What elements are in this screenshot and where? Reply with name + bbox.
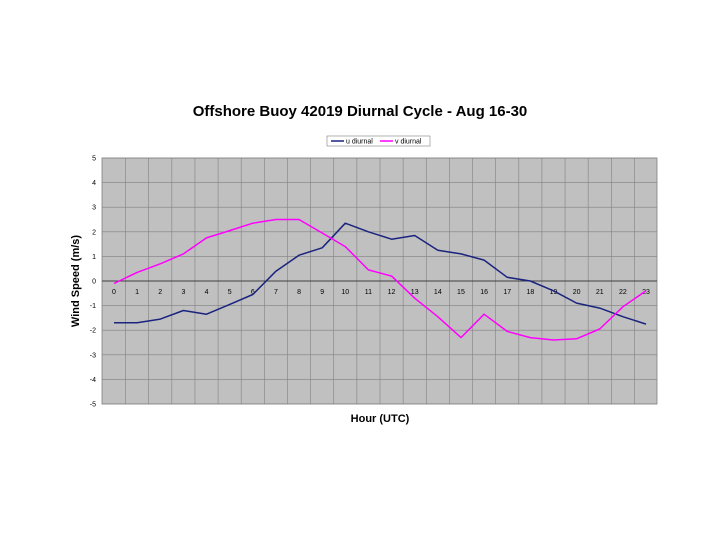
y-tick-label: -2 bbox=[90, 328, 96, 335]
y-tick-label: 1 bbox=[92, 254, 96, 261]
x-tick-label: 8 bbox=[297, 289, 301, 296]
x-tick-label: 23 bbox=[642, 289, 650, 296]
x-tick-label: 19 bbox=[550, 289, 558, 296]
y-tick-label: 4 bbox=[92, 180, 96, 187]
legend-label-v: v diurnal bbox=[395, 139, 422, 146]
x-tick-labels: 0 1 2 3 4 5 6 7 8 9 10 11 12 13 14 15 16 17 18 19 20 21 22 23 bbox=[112, 289, 650, 296]
x-tick-label: 7 bbox=[274, 289, 278, 296]
legend: u diurnal v diurnal bbox=[326, 135, 431, 147]
y-tick-label: -5 bbox=[90, 402, 96, 409]
x-tick-label: 14 bbox=[434, 289, 442, 296]
y-tick-labels: 5 4 3 2 1 0 -1 -2 -3 -4 -5 bbox=[90, 156, 96, 409]
x-tick-label: 10 bbox=[341, 289, 349, 296]
x-tick-label: 1 bbox=[135, 289, 139, 296]
x-tick-label: 2 bbox=[158, 289, 162, 296]
legend-label-u: u diurnal bbox=[346, 139, 373, 146]
x-tick-label: 15 bbox=[457, 289, 465, 296]
y-tick-label: 0 bbox=[92, 279, 96, 286]
gridlines bbox=[102, 157, 657, 405]
x-tick-label: 0 bbox=[112, 289, 116, 296]
x-tick-label: 22 bbox=[619, 289, 627, 296]
x-tick-label: 11 bbox=[365, 289, 372, 296]
y-tick-label: 5 bbox=[92, 156, 96, 163]
series-lines bbox=[113, 218, 647, 341]
x-tick-label: 16 bbox=[480, 289, 488, 296]
x-tick-label: 21 bbox=[596, 289, 604, 296]
x-tick-label: 4 bbox=[205, 289, 209, 296]
x-tick-label: 18 bbox=[526, 289, 534, 296]
x-tick-label: 9 bbox=[320, 289, 324, 296]
x-tick-label: 17 bbox=[503, 289, 511, 296]
legend-box bbox=[326, 135, 431, 147]
x-tick-label: 5 bbox=[228, 289, 232, 296]
y-axis-label: Wind Speed (m/s) bbox=[70, 235, 82, 328]
y-tick-label: -3 bbox=[90, 352, 96, 359]
series-line-u bbox=[114, 222, 647, 325]
x-tick-label: 20 bbox=[573, 289, 581, 296]
x-tick-label: 13 bbox=[411, 289, 419, 296]
y-tick-label: -1 bbox=[90, 303, 96, 310]
chart-title: Offshore Buoy 42019 Diurnal Cycle - Aug … bbox=[192, 103, 528, 120]
y-tick-label: -4 bbox=[90, 377, 96, 384]
x-tick-label: 3 bbox=[181, 289, 185, 296]
x-tick-label: 12 bbox=[388, 289, 396, 296]
y-tick-label: 2 bbox=[92, 229, 96, 236]
x-tick-label: 6 bbox=[251, 289, 255, 296]
x-axis-label: Hour (UTC) bbox=[351, 413, 410, 425]
y-tick-label: 3 bbox=[92, 205, 96, 212]
series-line-v bbox=[113, 218, 647, 341]
